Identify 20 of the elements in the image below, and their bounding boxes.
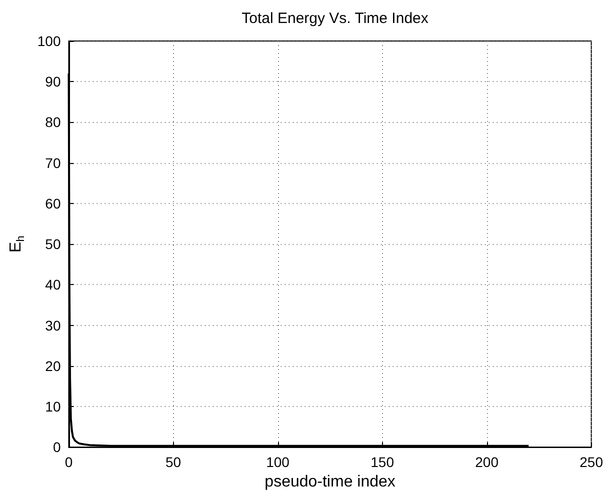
y-tick-label: 50 bbox=[45, 236, 61, 252]
y-tick-label: 40 bbox=[45, 276, 61, 293]
x-tick-label: 250 bbox=[580, 454, 604, 470]
x-tick-label: 0 bbox=[64, 454, 73, 470]
x-tick-label: 200 bbox=[475, 454, 499, 470]
x-tick-label: 150 bbox=[370, 454, 394, 470]
y-tick-label: 60 bbox=[45, 195, 61, 212]
y-tick-label: 10 bbox=[45, 398, 61, 414]
y-tick-label: 90 bbox=[45, 74, 61, 90]
x-tick-label: 50 bbox=[165, 454, 182, 470]
y-tick-label: 20 bbox=[45, 358, 61, 374]
y-tick-label: 80 bbox=[45, 114, 61, 130]
y-tick-label: 30 bbox=[45, 317, 61, 334]
chart-title: Total Energy Vs. Time Index bbox=[242, 10, 429, 27]
y-tick-label: 70 bbox=[45, 154, 61, 171]
y-tick-label: 100 bbox=[37, 33, 61, 49]
y-axis-title: Eh bbox=[8, 236, 27, 252]
y-tick-label: 0 bbox=[52, 439, 61, 456]
x-axis-title: pseudo-time index bbox=[264, 474, 396, 490]
x-tick-label: 100 bbox=[266, 454, 290, 470]
